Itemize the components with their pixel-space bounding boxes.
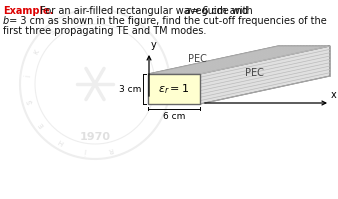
Text: b: b bbox=[3, 16, 9, 26]
Text: E: E bbox=[72, 17, 78, 23]
Text: S: S bbox=[49, 28, 56, 36]
Text: 1970: 1970 bbox=[79, 132, 111, 142]
Text: first three propagating TE and TM modes.: first three propagating TE and TM modes. bbox=[3, 26, 207, 36]
Text: E: E bbox=[38, 121, 45, 128]
Text: Ş: Ş bbox=[27, 99, 34, 104]
Text: = 6 cm and: = 6 cm and bbox=[188, 6, 248, 16]
Polygon shape bbox=[148, 74, 200, 104]
Text: Example.: Example. bbox=[3, 6, 53, 16]
Text: a: a bbox=[185, 6, 191, 16]
Text: İ: İ bbox=[83, 147, 86, 154]
Text: PEC: PEC bbox=[188, 54, 207, 64]
Text: For an air-filled rectangular waveguide with: For an air-filled rectangular waveguide … bbox=[37, 6, 256, 16]
Text: $\varepsilon_r = 1$: $\varepsilon_r = 1$ bbox=[159, 82, 190, 96]
Text: K: K bbox=[32, 48, 40, 55]
Polygon shape bbox=[148, 46, 330, 74]
Text: 6 cm: 6 cm bbox=[163, 112, 185, 121]
Text: H: H bbox=[57, 138, 65, 145]
Text: PEC: PEC bbox=[245, 68, 264, 78]
Text: x: x bbox=[331, 90, 337, 100]
Text: y: y bbox=[151, 40, 157, 50]
Text: R: R bbox=[107, 146, 113, 153]
Text: 3 cm: 3 cm bbox=[119, 85, 141, 94]
Text: = 3 cm as shown in the figure, find the cut-off frequencies of the: = 3 cm as shown in the figure, find the … bbox=[6, 16, 327, 26]
Text: İ: İ bbox=[25, 75, 32, 77]
Polygon shape bbox=[200, 46, 330, 104]
